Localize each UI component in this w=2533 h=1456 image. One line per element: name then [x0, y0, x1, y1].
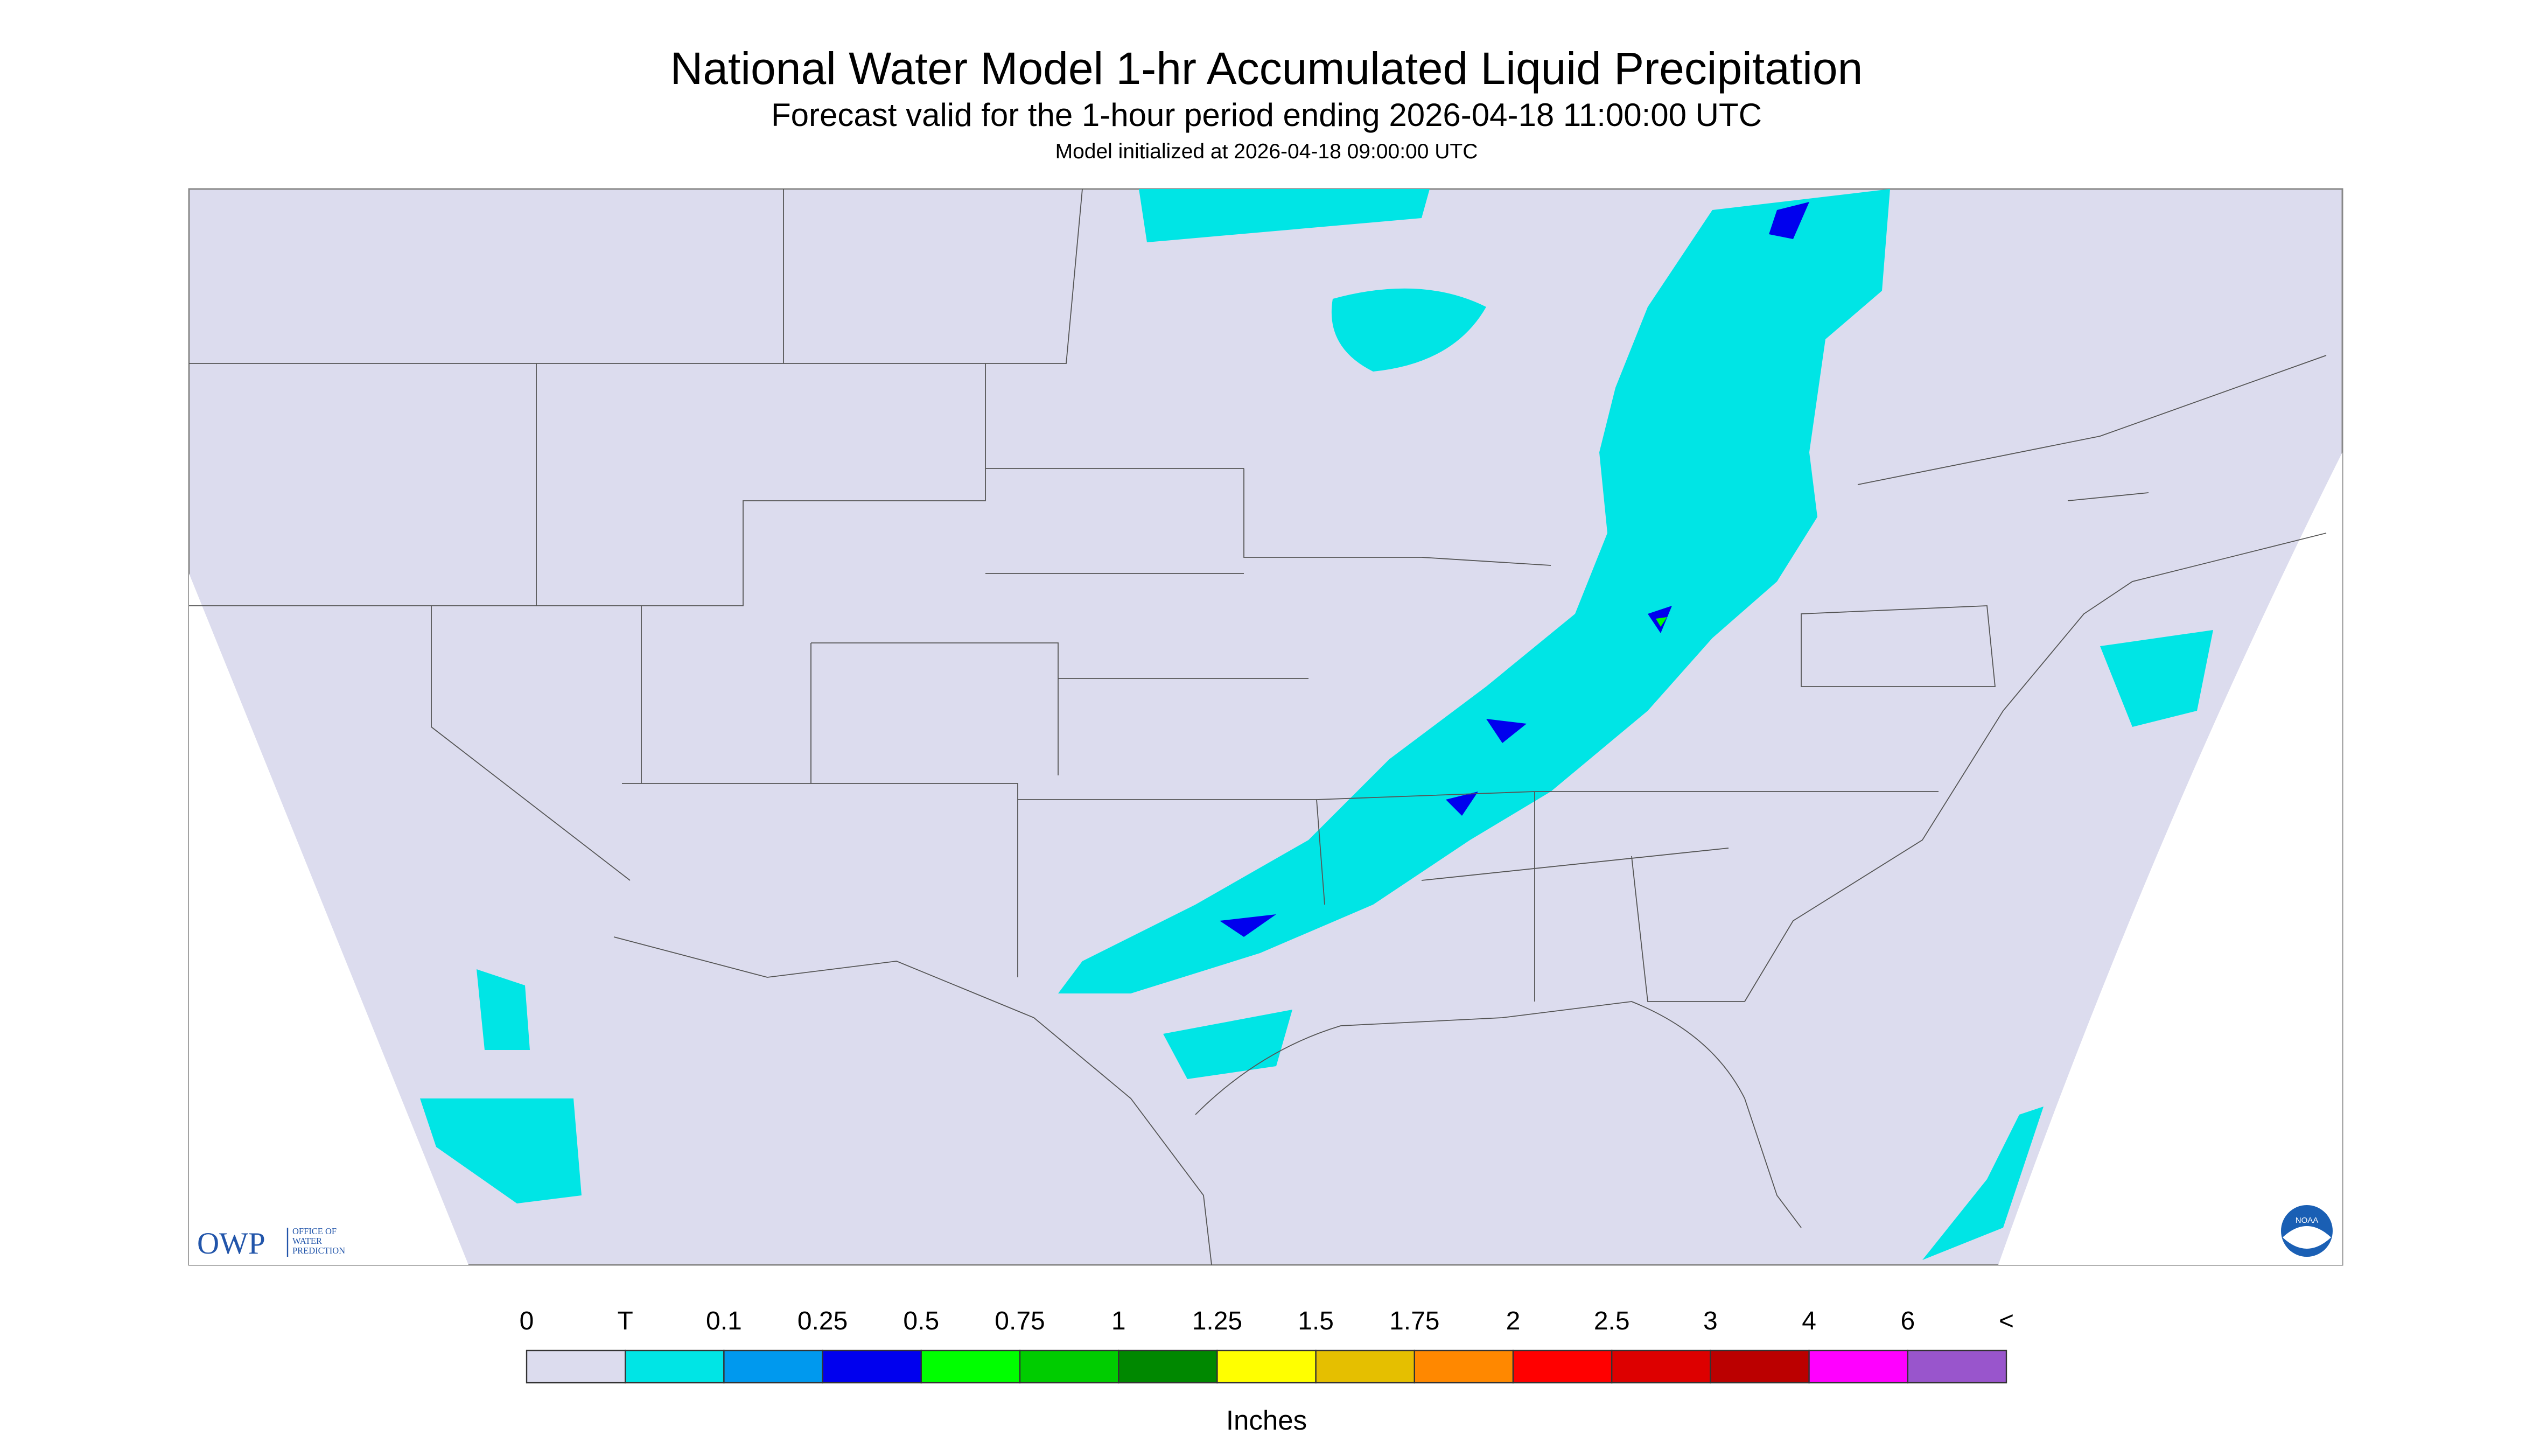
projection-edge-left [189, 573, 468, 1265]
colorbar-box [1710, 1349, 1810, 1384]
colorbar-box [723, 1349, 823, 1384]
colorbar-label: 1 [1111, 1307, 1126, 1335]
projection-edge-right [1998, 452, 2342, 1265]
precip [420, 189, 2213, 1261]
colorbar-box [625, 1349, 725, 1384]
colorbar-unit: Inches [1226, 1405, 1307, 1436]
colorbar-label: 0 [520, 1307, 534, 1335]
map [188, 188, 2343, 1266]
colorbar-box [1512, 1349, 1613, 1384]
colorbar-label: 6 [1900, 1307, 1915, 1335]
colorbar-label: 0.75 [995, 1307, 1045, 1335]
owp-subtext: OFFICE OF WATER PREDICTION [292, 1226, 345, 1256]
owp-subtext-line: OFFICE OF [292, 1226, 337, 1236]
colorbar-label: 0.25 [797, 1307, 848, 1335]
subtitle: Forecast valid for the 1-hour period end… [771, 97, 1762, 133]
owp-logo: OWP OFFICE OF WATER PREDICTION [197, 1226, 345, 1261]
colorbar-label: 4 [1802, 1307, 1816, 1335]
map-frame [188, 188, 2343, 1266]
colorbar-box [822, 1349, 922, 1384]
init-time: Model initialized at 2026-04-18 09:00:00… [1055, 140, 1478, 163]
colorbar-box [526, 1349, 626, 1384]
colorbar-box [1611, 1349, 1711, 1384]
colorbar-label: 2 [1506, 1307, 1521, 1335]
colorbar-box [1907, 1349, 2007, 1384]
colorbar-label: < [1999, 1307, 2014, 1335]
owp-subtext-line: PREDICTION [292, 1245, 345, 1256]
noaa-wave [2283, 1226, 2331, 1249]
colorbar-box [1414, 1349, 1514, 1384]
owp-text: OWP [197, 1227, 265, 1261]
colorbar-label: 1.25 [1192, 1307, 1242, 1335]
noaa-text: NOAA [2296, 1216, 2319, 1225]
colorbar: 0 T 0.1 0.25 0.5 0.75 1 1.25 1.5 1.75 2 2.5 3 4 6 < [520, 1307, 2014, 1384]
colorbar-box [920, 1349, 1021, 1384]
colorbar-box [1216, 1349, 1317, 1384]
colorbar-label: 1.5 [1298, 1307, 1334, 1335]
owp-subtext-line: WATER [292, 1236, 322, 1246]
colorbar-label: 0.5 [903, 1307, 939, 1335]
colorbar-box [1315, 1349, 1415, 1384]
noaa-logo: NOAA [2281, 1205, 2333, 1257]
colorbar-label: 0.1 [706, 1307, 742, 1335]
title: National Water Model 1-hr Accumulated Li… [670, 43, 1863, 94]
boundaries [189, 188, 2327, 1265]
colorbar-box [1808, 1349, 1909, 1384]
colorbar-label: T [618, 1307, 633, 1335]
colorbar-box [1118, 1349, 1218, 1384]
colorbar-box [1019, 1349, 1119, 1384]
colorbar-label: 2.5 [1594, 1307, 1630, 1335]
colorbar-label: 3 [1703, 1307, 1718, 1335]
colorbar-label: 1.75 [1389, 1307, 1439, 1335]
